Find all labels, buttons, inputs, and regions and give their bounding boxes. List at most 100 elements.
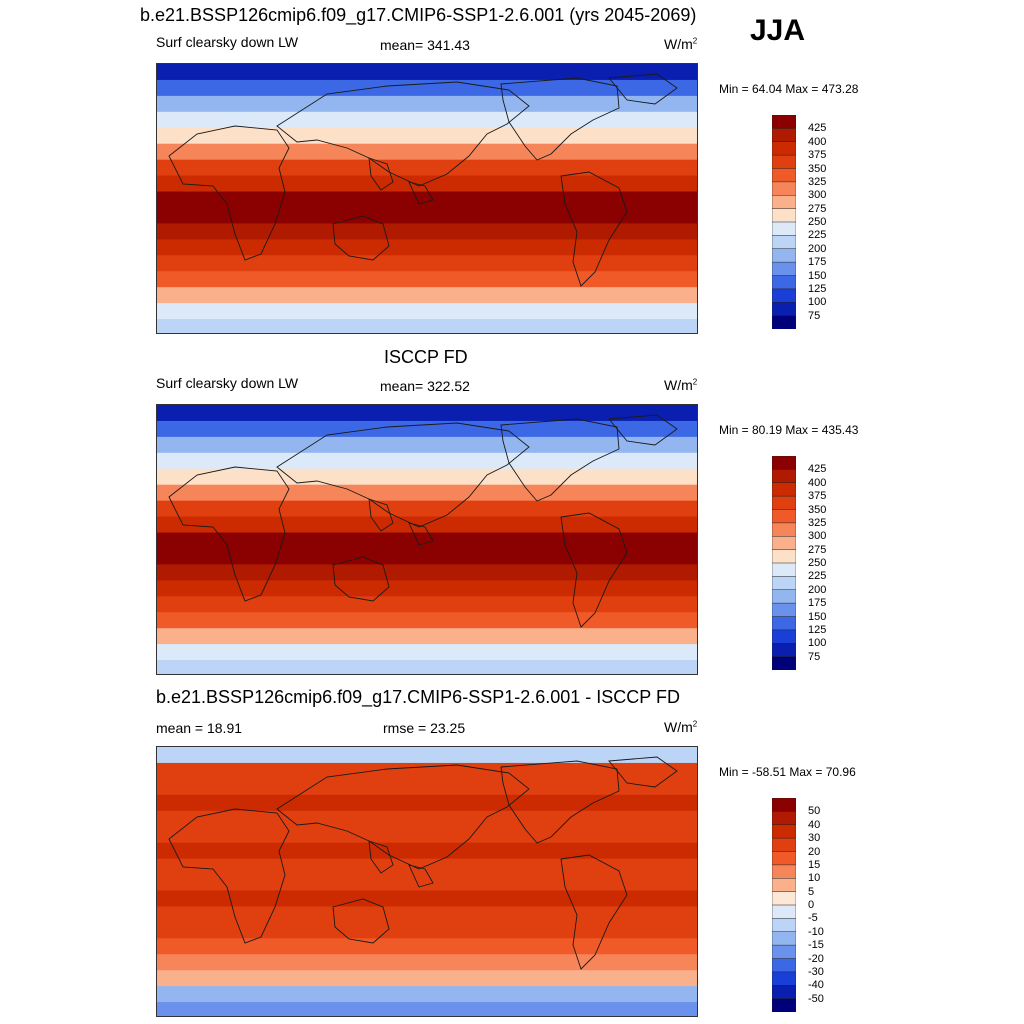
latitude-band: [157, 255, 697, 272]
colorbar-swatch: [772, 589, 796, 604]
panel3-minmax: Min = -58.51 Max = 70.96: [719, 765, 856, 779]
panel2-colorbar: [772, 456, 796, 670]
colorbar-swatch: [772, 904, 796, 920]
latitude-band: [157, 858, 697, 876]
panel1-map: [156, 63, 698, 334]
panel1-title: b.e21.BSSP126cmip6.f09_g17.CMIP6-SSP1-2.…: [140, 5, 697, 25]
colorbar-tick-label: 225: [808, 229, 827, 242]
latitude-band: [157, 319, 697, 333]
colorbar-tick-label: 225: [808, 570, 827, 583]
latitude-band: [157, 826, 697, 844]
colorbar-tick-label: 20: [808, 845, 821, 858]
colorbar-swatch: [772, 248, 796, 263]
colorbar-swatch: [772, 235, 796, 250]
colorbar-tick-label: 100: [808, 637, 827, 650]
colorbar-tick-label: -10: [808, 925, 824, 938]
coastline: [332, 556, 390, 602]
colorbar-tick-label: 175: [808, 597, 827, 610]
latitude-band: [157, 223, 697, 240]
colorbar-tick-label: 75: [808, 309, 821, 322]
colorbar-tick-label: 300: [808, 530, 827, 543]
colorbar-swatch: [772, 944, 796, 960]
coastline: [560, 512, 628, 628]
coastline: [608, 414, 678, 446]
colorbar-swatch: [772, 456, 796, 471]
coastline: [608, 73, 678, 105]
colorbar-tick-label: 375: [808, 149, 827, 162]
colorbar-swatch: [772, 985, 796, 1000]
colorbar-tick-label: 400: [808, 476, 827, 489]
latitude-band: [157, 810, 697, 828]
colorbar-tick-label: -20: [808, 952, 824, 965]
latitude-band: [157, 628, 697, 645]
colorbar-tick-label: 30: [808, 832, 821, 845]
colorbar-tick-label: 325: [808, 516, 827, 529]
latitude-band: [157, 207, 697, 225]
colorbar-swatch: [772, 288, 796, 304]
latitude-band: [157, 874, 697, 892]
coastline: [560, 854, 628, 970]
colorbar-swatch: [772, 891, 796, 906]
colorbar-swatch: [772, 958, 796, 973]
latitude-band: [157, 938, 697, 955]
coastline: [608, 756, 678, 788]
colorbar-tick-label: -15: [808, 939, 824, 952]
colorbar-swatch: [772, 261, 796, 277]
colorbar-swatch: [772, 302, 796, 317]
latitude-band: [157, 596, 697, 613]
latitude-band: [157, 516, 697, 534]
coastline: [500, 418, 620, 502]
panel3-map: [156, 746, 698, 1017]
panel1-minmax: Min = 64.04 Max = 473.28: [719, 82, 859, 96]
coastline: [408, 864, 434, 888]
colorbar-swatch: [772, 154, 796, 170]
latitude-band: [157, 79, 697, 97]
panel2-units: W/m2: [664, 377, 698, 393]
panel2-title: ISCCP FD: [384, 347, 468, 367]
latitude-band: [157, 500, 697, 518]
colorbar-tick-label: 250: [808, 216, 827, 228]
colorbar-swatch: [772, 115, 796, 130]
colorbar-swatch: [772, 562, 796, 578]
coastlines: [168, 756, 678, 970]
coastline: [332, 898, 390, 944]
colorbar-tick-label: -50: [808, 992, 824, 1005]
panel2-mean-label: mean= 322.52: [380, 378, 470, 394]
colorbar-swatch: [772, 128, 796, 143]
latitude-band: [157, 986, 697, 1003]
latitude-band: [157, 64, 697, 81]
coastline: [500, 760, 620, 844]
latitude-band: [157, 906, 697, 923]
panel1-units: W/m2: [664, 36, 698, 52]
colorbar-swatch: [772, 195, 796, 210]
season-label: JJA: [750, 14, 806, 47]
panel2-map: [156, 404, 698, 675]
colorbar-swatch: [772, 221, 796, 237]
colorbar-tick-label: 150: [808, 269, 827, 282]
panel3-title: b.e21.BSSP126cmip6.f09_g17.CMIP6-SSP1-2.…: [156, 687, 680, 707]
latitude-band: [157, 747, 697, 764]
colorbar-tick-label: 50: [808, 805, 821, 818]
latitude-band: [157, 287, 697, 304]
latitude-band: [157, 484, 697, 502]
panel1-variable-label: Surf clearsky down LW: [156, 34, 299, 50]
colorbar-tick-label: 125: [808, 623, 827, 636]
colorbar-swatch: [772, 208, 796, 223]
latitude-band: [157, 159, 697, 177]
latitude-band: [157, 405, 697, 422]
colorbar-tick-label: 275: [808, 202, 827, 215]
latitude-band: [157, 612, 697, 629]
latitude-band: [157, 778, 697, 796]
panel1-colorbar: [772, 115, 796, 329]
colorbar-swatch: [772, 522, 796, 538]
colorbar-tick-label: 425: [808, 463, 827, 476]
latitude-band: [157, 954, 697, 971]
coastline: [276, 422, 530, 528]
coastline: [560, 171, 628, 287]
latitude-band: [157, 271, 697, 288]
colorbar-swatch: [772, 536, 796, 551]
panel3-units: W/m2: [664, 719, 698, 735]
colorbar-swatch: [772, 643, 796, 658]
coastlines: [168, 414, 678, 628]
colorbar-tick-label: 100: [808, 296, 827, 309]
